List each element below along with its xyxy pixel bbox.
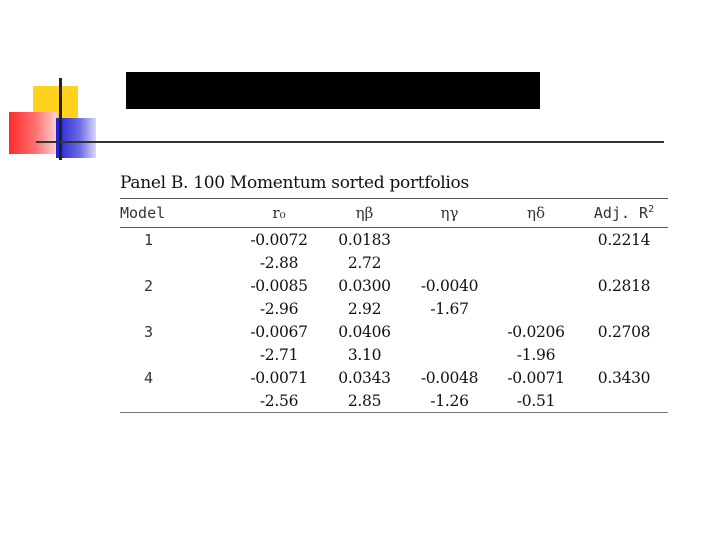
table-row-coefficients: 3 -0.0067 0.0406 -0.0206 0.2708 (120, 320, 668, 343)
tstat-cell (580, 389, 668, 413)
table-body: 1 -0.0072 0.0183 0.2214 -2.88 2.72 2 -0.0085 0.0… (120, 228, 668, 413)
coefficient-cell: 0.2214 (597, 230, 651, 249)
coefficient-cell: 0.2818 (597, 276, 651, 295)
tstat-cell: -0.51 (516, 391, 556, 410)
table-row-coefficients: 4 -0.0071 0.0343 -0.0048 -0.0071 0.3430 (120, 366, 668, 389)
coefficient-cell: 0.0183 (338, 230, 391, 249)
decorative-blue-square (56, 118, 96, 158)
tstat-cell (580, 251, 668, 274)
header-eta-beta: ηβ (355, 204, 374, 222)
table-row-coefficients: 1 -0.0072 0.0183 0.2214 (120, 228, 668, 252)
tstat-cell: -2.96 (259, 299, 299, 318)
table-row-tstats: -2.96 2.92 -1.67 (120, 297, 668, 320)
table-row-tstats: -2.56 2.85 -1.26 -0.51 (120, 389, 668, 413)
table-row-coefficients: 2 -0.0085 0.0300 -0.0040 0.2818 (120, 274, 668, 297)
tstat-cell: 2.85 (347, 391, 382, 410)
header-adj-r2-text: Adj. R (593, 204, 649, 222)
model-number: 4 (144, 368, 153, 387)
empty-model-cell (120, 343, 236, 366)
coefficient-cell: -0.0072 (250, 230, 308, 249)
tstat-cell (580, 297, 668, 320)
coefficient-cell: 0.2708 (597, 322, 651, 341)
coefficient-cell: -0.0067 (250, 322, 308, 341)
model-number: 3 (144, 322, 153, 341)
model-number: 1 (144, 230, 153, 249)
coefficient-cell: 0.0300 (338, 276, 391, 295)
coefficient-cell (407, 228, 492, 252)
coefficient-cell: -0.0071 (250, 368, 308, 387)
tstat-cell (492, 297, 580, 320)
regression-table: Model r₀ ηβ ηγ ηδ Adj. R2 1 -0.0072 0.0183… (120, 198, 668, 413)
tstat-cell: -1.26 (430, 391, 469, 410)
tstat-cell: -1.96 (516, 345, 556, 364)
header-model: Model (120, 204, 166, 222)
tstat-cell: 2.72 (347, 253, 382, 272)
coefficient-cell: 0.0406 (338, 322, 391, 341)
tstat-cell: -1.67 (430, 299, 469, 318)
header-eta-delta: ηδ (526, 204, 546, 222)
regression-panel: Panel B. 100 Momentum sorted portfolios … (120, 172, 668, 413)
tstat-cell: 3.10 (347, 345, 382, 364)
slide-title-bar (126, 72, 540, 109)
table-row-tstats: -2.88 2.72 (120, 251, 668, 274)
tstat-cell: -2.88 (259, 253, 299, 272)
coefficient-cell: -0.0071 (507, 368, 565, 387)
tstat-cell: 2.92 (347, 299, 382, 318)
coefficient-cell: -0.0206 (507, 322, 565, 341)
panel-title: Panel B. 100 Momentum sorted portfolios (120, 173, 469, 193)
tstat-cell (407, 251, 492, 274)
empty-model-cell (120, 297, 236, 320)
header-adj-r2-sup: 2 (648, 204, 655, 215)
table-header-row: Model r₀ ηβ ηγ ηδ Adj. R2 (120, 198, 668, 228)
decorative-red-square (9, 112, 57, 154)
header-eta-gamma: ηγ (440, 204, 459, 222)
tstat-cell (407, 343, 492, 366)
decorative-horizontal-rule (36, 141, 664, 143)
header-r0: r₀ (272, 204, 286, 222)
coefficient-cell: 0.0343 (338, 368, 391, 387)
tstat-cell (492, 251, 580, 274)
coefficient-cell: -0.0040 (420, 276, 479, 295)
coefficient-cell: -0.0048 (420, 368, 479, 387)
tstat-cell: -2.56 (259, 391, 299, 410)
table-row-tstats: -2.71 3.10 -1.96 (120, 343, 668, 366)
tstat-cell: -2.71 (259, 345, 299, 364)
coefficient-cell: 0.3430 (597, 368, 651, 387)
coefficient-cell: -0.0085 (250, 276, 308, 295)
empty-model-cell (120, 389, 236, 413)
decorative-vertical-line (59, 78, 62, 160)
coefficient-cell (407, 320, 492, 343)
coefficient-cell (492, 228, 580, 252)
tstat-cell (580, 343, 668, 366)
empty-model-cell (120, 251, 236, 274)
header-adj-r2: Adj. R2 (580, 199, 668, 228)
coefficient-cell (492, 274, 580, 297)
model-number: 2 (144, 276, 153, 295)
